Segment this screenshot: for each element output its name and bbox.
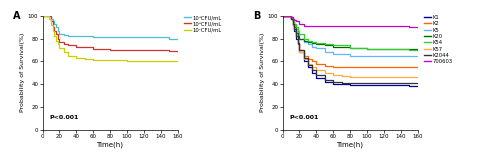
Legend: 10⁵CFU/mL, 10⁶CFU/mL, 10⁷CFU/mL: 10⁵CFU/mL, 10⁶CFU/mL, 10⁷CFU/mL [184, 15, 222, 33]
Y-axis label: Probability of Survival(%): Probability of Survival(%) [260, 33, 265, 112]
Text: B: B [253, 11, 260, 21]
Y-axis label: Probability of Survival(%): Probability of Survival(%) [20, 33, 25, 112]
X-axis label: Time(h): Time(h) [336, 142, 363, 148]
X-axis label: Time(h): Time(h) [96, 142, 124, 148]
Text: P<0.001: P<0.001 [289, 115, 318, 120]
Text: P<0.001: P<0.001 [49, 115, 78, 120]
Legend: K1, K2, K5, K20, K54, K57, K2044, 700603: K1, K2, K5, K20, K54, K57, K2044, 700603 [424, 15, 452, 64]
Text: A: A [13, 11, 20, 21]
